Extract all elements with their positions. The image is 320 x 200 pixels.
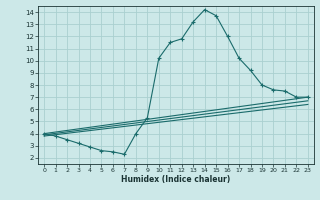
X-axis label: Humidex (Indice chaleur): Humidex (Indice chaleur): [121, 175, 231, 184]
